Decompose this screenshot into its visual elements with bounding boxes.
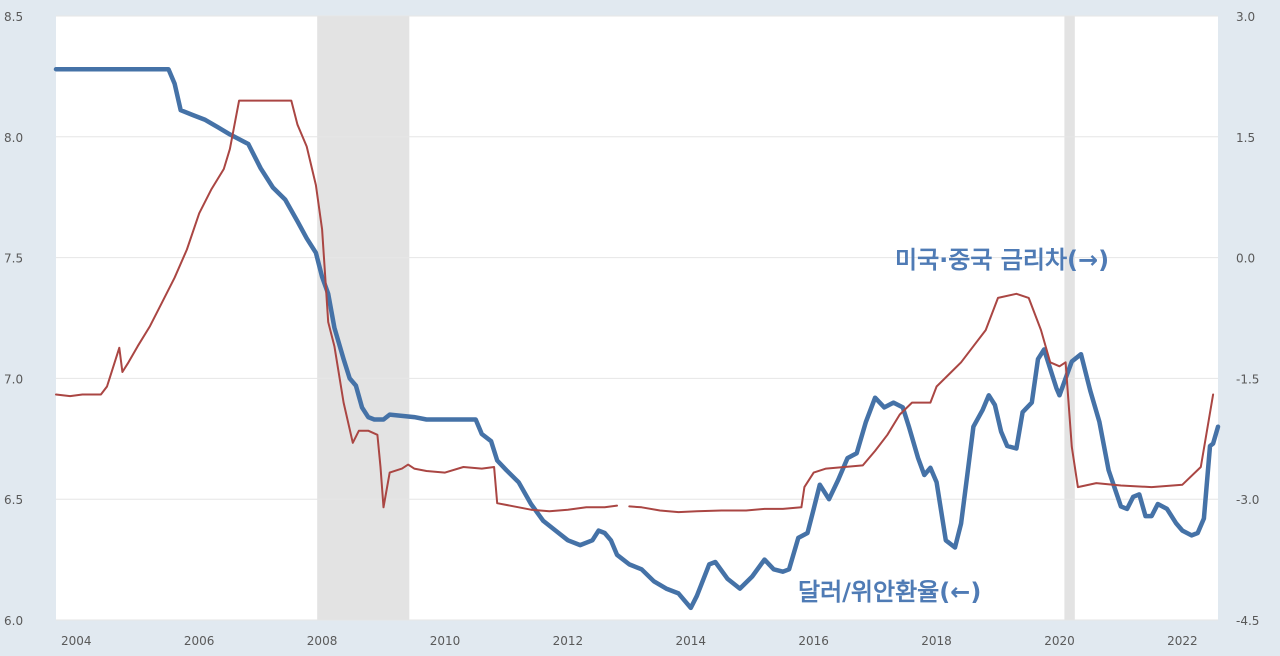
x-tick-label: 2020 <box>1044 634 1075 648</box>
grid <box>56 15 1218 621</box>
x-tick-label: 2016 <box>798 634 829 648</box>
series-lines <box>53 66 1221 611</box>
y-right-tick-label: 3.0 <box>1236 10 1255 24</box>
y-right-tick-label: 0.0 <box>1236 252 1255 266</box>
y-right-tick-label: -3.0 <box>1236 493 1259 507</box>
y-right-tick-label: 1.5 <box>1236 131 1255 145</box>
recession-band-1 <box>1064 16 1075 620</box>
y-axis-left: 6.0 6.5 7.0 7.5 8.0 8.5 <box>4 10 23 628</box>
y-left-tick-label: 7.5 <box>4 252 23 266</box>
series-line-fx <box>53 66 1221 611</box>
x-tick-label: 2004 <box>61 634 92 648</box>
y-left-tick-label: 8.5 <box>4 10 23 24</box>
x-tick-label: 2010 <box>430 634 461 648</box>
plot-area <box>56 16 1218 620</box>
x-tick-label: 2006 <box>184 634 215 648</box>
x-tick-label: 2022 <box>1167 634 1198 648</box>
series-line-rate-gap <box>55 99 618 513</box>
annotation-fx: 달러/위안환율(←) <box>798 578 981 606</box>
x-tick-label: 2012 <box>553 634 584 648</box>
annotation-rate-gap: 미국·중국 금리차(→) <box>895 246 1109 274</box>
y-left-tick-label: 7.0 <box>4 372 23 386</box>
x-tick-label: 2018 <box>921 634 952 648</box>
series-line-rate-gap <box>628 292 1215 514</box>
y-left-tick-label: 6.0 <box>4 614 23 628</box>
y-axis-right: -4.5 -3.0 -1.5 0.0 1.5 3.0 <box>1236 10 1259 628</box>
x-tick-label: 2008 <box>307 634 338 648</box>
x-axis: 2004 2006 2008 2010 2012 2014 2016 2018 2020 2022 <box>61 634 1198 648</box>
y-right-tick-label: -1.5 <box>1236 372 1259 386</box>
y-left-tick-label: 6.5 <box>4 493 23 507</box>
x-tick-label: 2014 <box>675 634 706 648</box>
y-right-tick-label: -4.5 <box>1236 614 1259 628</box>
y-left-tick-label: 8.0 <box>4 131 23 145</box>
